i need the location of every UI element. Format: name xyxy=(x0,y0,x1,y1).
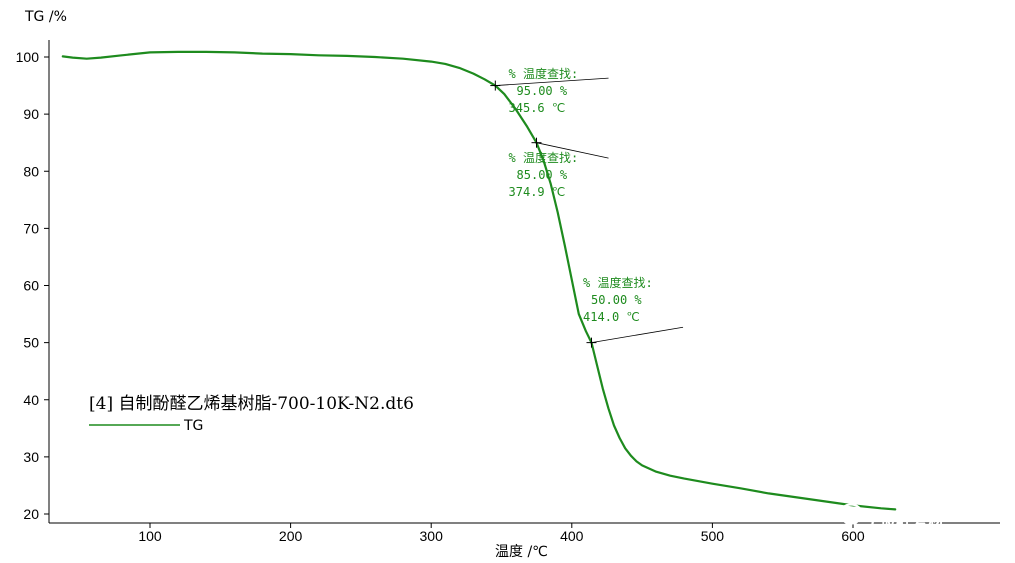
y-tick-label: 50 xyxy=(23,335,39,351)
y-tick-label: 30 xyxy=(23,449,39,465)
legend-series-label: TG xyxy=(183,418,203,434)
x-tick-label: 100 xyxy=(138,528,162,544)
x-tick-label: 200 xyxy=(279,528,303,544)
annotation-temp: 374.9 ℃ xyxy=(509,185,566,199)
y-tick-label: 40 xyxy=(23,392,39,408)
y-tick-label: 20 xyxy=(23,506,39,522)
wechat-logo-icon xyxy=(838,503,875,530)
annotation-leader xyxy=(495,77,609,86)
y-tick-label: 70 xyxy=(23,220,39,236)
watermark-text: 玻纤复材 xyxy=(880,512,944,531)
annotation-2: % 温度查找: 50.00 % 414.0 ℃ xyxy=(583,275,684,348)
x-tick-label: 400 xyxy=(560,528,584,544)
annotation-temp: 414.0 ℃ xyxy=(583,310,640,324)
annotation-leader xyxy=(591,326,684,344)
series-layer xyxy=(61,50,897,511)
watermark: 玻纤复材 xyxy=(838,503,944,531)
annotation-value: 95.00 % xyxy=(517,84,568,98)
y-tick-label: 90 xyxy=(23,106,39,122)
axes xyxy=(48,40,1000,524)
y-ticks: 20 30 40 50 60 70 80 90 100 xyxy=(16,49,49,522)
annotation-value: 85.00 % xyxy=(517,168,568,182)
annotation-leader xyxy=(536,142,609,159)
annotation-header: % 温度查找: xyxy=(583,275,653,290)
legend: [4] 自制酚醛乙烯基树脂-700-10K-N2.dt6 TG xyxy=(89,394,414,434)
y-tick-label: 100 xyxy=(16,49,40,65)
x-ticks: 100 200 300 400 500 600 xyxy=(138,523,865,544)
annotation-0: % 温度查找: 95.00 % 345.6 ℃ xyxy=(490,66,609,115)
x-tick-label: 500 xyxy=(701,528,725,544)
x-tick-label: 600 xyxy=(841,528,865,544)
series-line-tg xyxy=(61,50,897,511)
x-axis-title: 温度 /℃ xyxy=(495,544,548,560)
annotation-value: 50.00 % xyxy=(591,293,642,307)
x-tick-label: 300 xyxy=(420,528,444,544)
annotation-header: % 温度查找: xyxy=(509,150,579,165)
annotation-1: % 温度查找: 85.00 % 374.9 ℃ xyxy=(509,137,609,199)
annotation-header: % 温度查找: xyxy=(509,66,579,81)
y-tick-label: 60 xyxy=(23,278,39,294)
legend-title: [4] 自制酚醛乙烯基树脂-700-10K-N2.dt6 xyxy=(89,394,414,414)
y-tick-label: 80 xyxy=(23,163,39,179)
annotations-layer: % 温度查找: 95.00 % 345.6 ℃ % 温度查找: 85.00 % 374.9… xyxy=(490,66,684,348)
annotation-temp: 345.6 ℃ xyxy=(509,101,566,115)
y-axis-title: TG /% xyxy=(24,9,67,25)
